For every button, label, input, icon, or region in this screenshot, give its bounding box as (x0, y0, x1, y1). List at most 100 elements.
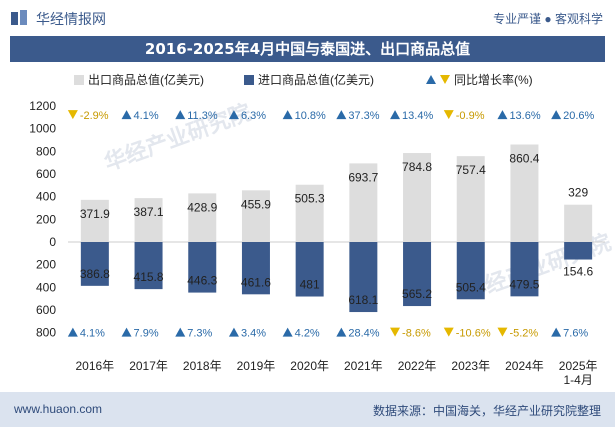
export-value-label: 505.3 (295, 192, 325, 206)
y-tick-label: 400 (36, 280, 56, 294)
export-bar (349, 163, 378, 242)
export-growth: 4.1% (121, 110, 159, 122)
import-growth: 4.2% (282, 327, 320, 340)
import-bar (456, 242, 485, 300)
up-arrow-icon (121, 327, 132, 337)
export-bar (456, 156, 485, 242)
import-bar (241, 242, 270, 295)
import-growth: 28.4% (336, 327, 380, 340)
footer-site[interactable]: www.huaon.com (14, 402, 103, 416)
up-arrow-icon (336, 327, 347, 337)
legend-up-arrow-icon (426, 75, 436, 84)
down-arrow-icon (67, 110, 78, 120)
export-bar (564, 204, 593, 242)
import-growth: 7.6% (551, 327, 588, 340)
growth-rate-label: -10.6% (456, 328, 491, 340)
import-value-label: 461.6 (241, 275, 271, 289)
legend-label-export: 出口商品总值(亿美元) (88, 72, 204, 87)
export-growth: 6.3% (228, 110, 266, 122)
up-arrow-icon (336, 110, 347, 120)
export-value-label: 428.9 (187, 200, 217, 214)
import-value-label: 618.1 (348, 293, 378, 307)
export-growth: 13.6% (497, 110, 541, 122)
y-tick-label: 400 (36, 190, 56, 204)
export-growth: 20.6% (551, 110, 595, 122)
growth-rate-label: 7.9% (134, 328, 159, 340)
import-growth: 3.4% (228, 327, 266, 340)
import-value-label: 386.8 (80, 267, 110, 281)
x-tick-label: 2016年 (75, 359, 114, 373)
import-value-label: 481 (300, 278, 320, 292)
down-arrow-icon (443, 327, 454, 337)
up-arrow-icon (497, 110, 508, 120)
import-growth: 4.1% (67, 327, 105, 340)
import-bar (188, 242, 217, 293)
x-tick-label: 2020年 (290, 359, 329, 373)
x-tick-label: 2023年 (451, 359, 490, 373)
import-value-label: 505.4 (456, 280, 486, 294)
export-growth: 10.8% (282, 110, 326, 122)
up-arrow-icon (551, 110, 562, 120)
up-arrow-icon (282, 110, 293, 120)
legend-down-arrow-icon (440, 75, 450, 84)
down-arrow-icon (443, 110, 454, 120)
x-tick-label: 2018年 (183, 359, 222, 373)
import-bar (80, 242, 109, 286)
down-arrow-icon (497, 327, 508, 337)
import-bar (134, 242, 163, 290)
legend-swatch-export (74, 75, 84, 85)
up-arrow-icon (228, 327, 239, 337)
export-bar (188, 193, 217, 242)
x-tick-label: 2024年 (505, 359, 544, 373)
legend-label-growth: 同比增长率(%) (454, 72, 533, 87)
up-arrow-icon (175, 327, 186, 337)
growth-rate-label: 13.4% (402, 110, 433, 122)
import-bar (403, 242, 432, 307)
up-arrow-icon (390, 110, 401, 120)
import-value-label: 154.6 (563, 265, 593, 279)
growth-rate-label: -5.2% (509, 328, 538, 340)
up-arrow-icon (551, 327, 562, 337)
y-tick-label: 0 (49, 235, 56, 249)
y-tick-label: 800 (36, 144, 56, 158)
up-arrow-icon (67, 327, 78, 337)
x-tick-label: 2017年 (129, 359, 168, 373)
y-tick-label: 200 (36, 258, 56, 272)
export-bar (510, 144, 539, 242)
growth-rate-label: 37.3% (348, 110, 379, 122)
y-tick-label: 600 (36, 303, 56, 317)
up-arrow-icon (175, 110, 186, 120)
import-value-label: 565.2 (402, 287, 432, 301)
y-tick-label: 600 (36, 167, 56, 181)
growth-rate-label: 4.1% (134, 110, 159, 122)
export-value-label: 387.1 (134, 205, 164, 219)
growth-rate-label: 7.6% (563, 328, 588, 340)
import-bar (564, 242, 593, 260)
x-tick-label: 2021年 (344, 359, 383, 373)
x-tick-label: 2025年 (559, 359, 598, 373)
y-tick-label: 1000 (29, 122, 56, 136)
x-tick-label: 2022年 (398, 359, 437, 373)
footer: www.huaon.com 数据来源：中国海关，华经产业研究院整理 (0, 392, 615, 427)
export-value-label: 329 (568, 186, 588, 200)
brand-name: 华经情报网 (36, 11, 106, 27)
export-bar (295, 184, 324, 242)
export-bar (403, 153, 432, 242)
growth-rate-label: -0.9% (456, 110, 485, 122)
import-growth: -10.6% (443, 327, 491, 340)
export-growth: 37.3% (336, 110, 380, 122)
growth-rate-label: 20.6% (563, 110, 594, 122)
export-value-label: 784.8 (402, 160, 432, 174)
export-bar (241, 190, 270, 242)
y-tick-label: 200 (36, 212, 56, 226)
legend-label-import: 进口商品总值(亿美元) (258, 72, 374, 87)
growth-rate-label: 10.8% (295, 110, 326, 122)
export-growth: 13.4% (390, 110, 433, 122)
chart-title: 2016-2025年4月中国与泰国进、出口商品总值 (10, 36, 605, 62)
export-growth: -2.9% (67, 110, 109, 122)
growth-rate-label: 4.1% (80, 328, 105, 340)
growth-rate-label: 6.3% (241, 110, 266, 122)
export-value-label: 371.9 (80, 207, 110, 221)
growth-rate-label: -8.6% (402, 328, 431, 340)
growth-rate-label: 11.3% (187, 110, 218, 122)
